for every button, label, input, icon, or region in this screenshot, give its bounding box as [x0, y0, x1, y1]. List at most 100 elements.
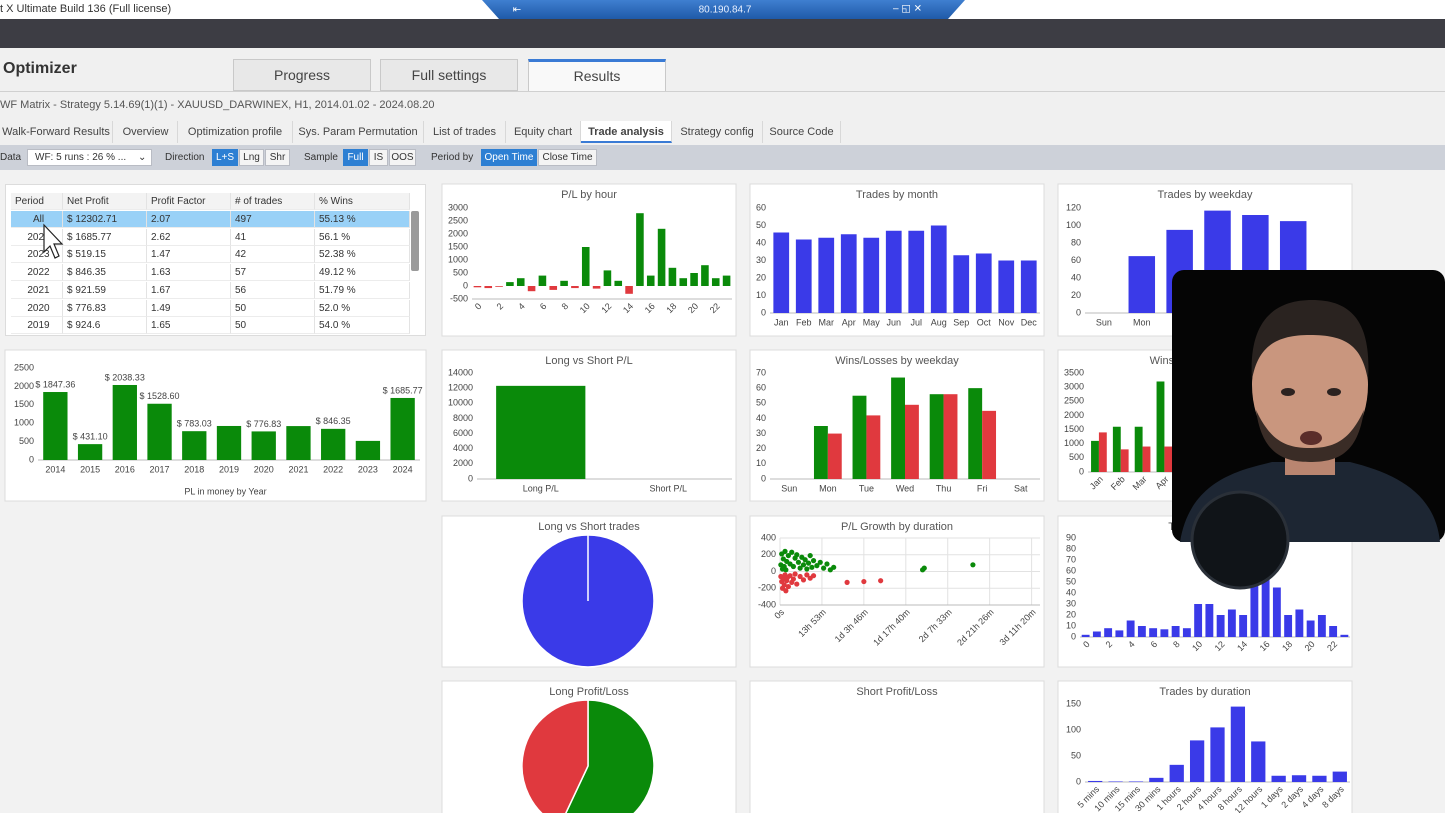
bar [722, 275, 731, 286]
filter-label: Period by [431, 152, 474, 163]
bar [1306, 620, 1315, 637]
y-tick-label: 0 [761, 307, 766, 317]
bar [998, 260, 1015, 313]
table-cell: 2020 [11, 299, 63, 317]
x-tick-label: Jun [886, 317, 901, 327]
scatter-point [804, 572, 810, 578]
bar [286, 426, 311, 460]
table-cell[interactable]: 55.13 % [315, 211, 410, 228]
toggle-button[interactable]: Full [343, 149, 368, 166]
column-header[interactable]: Net Profit [63, 193, 147, 210]
y-tick-label: 2000 [448, 228, 468, 238]
pin-icon[interactable]: ⇤ [513, 5, 521, 16]
y-tick-label: 50 [756, 398, 766, 408]
subtab[interactable]: Optimization profile [178, 121, 293, 143]
bar [581, 247, 590, 286]
table-cell[interactable]: All [11, 211, 63, 228]
column-header[interactable]: Profit Factor [147, 193, 231, 210]
x-tick-label: Mon [1133, 317, 1151, 327]
table-cell[interactable]: $ 12302.71 [63, 211, 147, 228]
x-tick-label: Mar [819, 317, 835, 327]
y-tick-label: 30 [756, 255, 766, 265]
bar [885, 230, 902, 313]
subtab[interactable]: Walk-Forward Results [0, 121, 113, 143]
subtab[interactable]: List of trades [424, 121, 506, 143]
toggle-button[interactable]: IS [369, 149, 388, 166]
y-tick-label: 12000 [448, 383, 473, 393]
bar [251, 431, 276, 460]
x-tick-label: 8 [560, 301, 571, 312]
subtab[interactable]: Trade analysis [581, 121, 672, 143]
value-label: $ 1847.36 [35, 379, 75, 389]
column-header[interactable]: Period [11, 193, 63, 210]
scatter-point [794, 581, 800, 587]
scatter-point [792, 571, 798, 577]
column-header[interactable]: # of trades [231, 193, 315, 210]
window-controls[interactable]: – ◱ ✕ [893, 4, 922, 15]
bar [1098, 432, 1107, 472]
bar [840, 234, 857, 313]
tab[interactable]: Results [528, 59, 666, 91]
scatter-point [824, 561, 830, 567]
bar [943, 394, 958, 479]
toggle-button[interactable]: Close Time [538, 149, 597, 166]
bar [1164, 446, 1173, 472]
y-tick-label: 8000 [453, 413, 473, 423]
y-tick-label: 4000 [453, 443, 473, 453]
x-tick-label: 2019 [219, 464, 239, 474]
toggle-button[interactable]: Open Time [481, 149, 537, 166]
y-tick-label: 10 [756, 458, 766, 468]
chart-title: Long vs Short trades [538, 521, 640, 533]
table-cell: $ 846.35 [63, 264, 147, 282]
data-select[interactable]: WF: 5 runs : 26 % ... [27, 149, 152, 166]
pie-slice [565, 699, 655, 813]
y-tick-label: 150 [1066, 698, 1081, 708]
x-tick-label: 8 [1171, 639, 1182, 650]
x-tick-label: Feb [796, 317, 812, 327]
x-tick-label: Fri [977, 483, 988, 493]
bar [1104, 628, 1113, 637]
x-tick-label: 2023 [358, 464, 378, 474]
pie-slice [521, 699, 589, 813]
toggle-button[interactable]: OOS [389, 149, 416, 166]
bar [1210, 727, 1225, 782]
table-cell: 52.0 % [315, 299, 410, 317]
person-eye [1327, 388, 1341, 396]
bar [182, 431, 207, 460]
bar [496, 385, 586, 479]
bar [592, 286, 601, 289]
toggle-button[interactable]: L+S [212, 149, 238, 166]
scatter-point [831, 564, 837, 570]
subtab[interactable]: Equity chart [506, 121, 581, 143]
y-tick-label: 0 [761, 473, 766, 483]
bar [603, 270, 612, 286]
tab[interactable]: Progress [233, 59, 371, 91]
bar [321, 428, 346, 460]
toggle-button[interactable]: Shr [265, 149, 290, 166]
y-tick-label: 50 [1066, 576, 1076, 586]
column-header[interactable]: % Wins [315, 193, 410, 210]
table-cell: 1.65 [147, 317, 231, 335]
table-cell[interactable]: 497 [231, 211, 315, 228]
chart-panel [1057, 680, 1353, 813]
scrollbar[interactable] [411, 211, 419, 271]
y-tick-label: 0 [1076, 307, 1081, 317]
x-tick-label: 6 [1149, 639, 1160, 650]
bar [1251, 741, 1266, 782]
subtab[interactable]: Overview [114, 121, 178, 143]
y-tick-label: 40 [756, 237, 766, 247]
toggle-button[interactable]: Lng [239, 149, 264, 166]
subtab[interactable]: Strategy config [672, 121, 763, 143]
tab[interactable]: Full settings [380, 59, 518, 91]
subtab[interactable]: Sys. Param Permutation [293, 121, 424, 143]
bar [516, 278, 525, 286]
x-tick-label: Oct [977, 317, 992, 327]
table-cell: $ 776.83 [63, 299, 147, 317]
chart-title: Trades by month [856, 189, 938, 201]
subtab[interactable]: Source Code [763, 121, 841, 143]
table-cell[interactable]: 2.07 [147, 211, 231, 228]
bar [43, 392, 68, 460]
bar [1271, 775, 1286, 782]
bar [1182, 628, 1191, 637]
